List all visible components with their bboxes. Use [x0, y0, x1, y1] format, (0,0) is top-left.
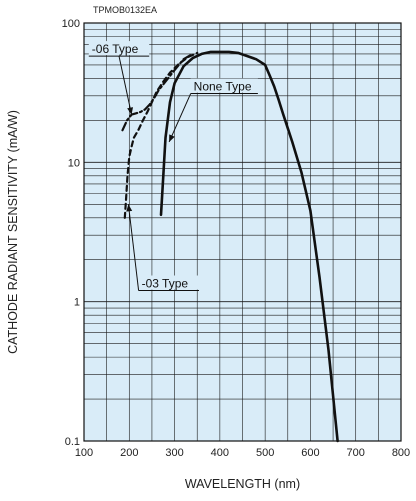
plot-frame: [83, 22, 402, 442]
annotation-leader-03-type: [127, 204, 140, 291]
annotation-bg-none-type: [190, 78, 258, 93]
y-axis-title: CATHODE RADIANT SENSITIVITY (mA/W): [6, 110, 20, 354]
x-tick-label: 200: [120, 447, 138, 459]
series-line-none-type: [159, 50, 339, 443]
x-tick-label: 500: [256, 447, 274, 459]
annotation-label-none-type: None Type: [194, 80, 252, 94]
annotation-arrowhead-06-type: [127, 107, 134, 115]
annotation-bg-03-type: [138, 275, 200, 290]
annotation-arrowhead-none-type: [169, 134, 175, 142]
annotation-label-06-type: -06 Type: [92, 42, 139, 56]
y-tick-label: 10: [68, 157, 80, 169]
x-tick-label: 100: [75, 447, 93, 459]
annotation-leader-06-type: [118, 55, 133, 115]
y-tick-label: 0.1: [65, 436, 80, 448]
x-axis-title: WAVELENGTH (nm): [185, 477, 300, 491]
y-tick-label: 100: [62, 18, 80, 30]
annotation-arrowhead-03-type: [126, 204, 133, 212]
y-tick-label: 1: [74, 297, 80, 309]
x-tick-label: 400: [211, 447, 229, 459]
annotation-label-03-type: -03 Type: [142, 277, 189, 291]
x-tick-label: 700: [347, 447, 365, 459]
x-tick-label: 800: [392, 447, 410, 459]
annotation-bg-06-type: [88, 41, 150, 56]
annotation-leader-none-type: [168, 93, 192, 143]
x-tick-label: 600: [301, 447, 319, 459]
x-tick-label: 300: [165, 447, 183, 459]
series-line-03-type: [123, 51, 199, 219]
document-code: TPMOB0132EA: [93, 5, 158, 15]
